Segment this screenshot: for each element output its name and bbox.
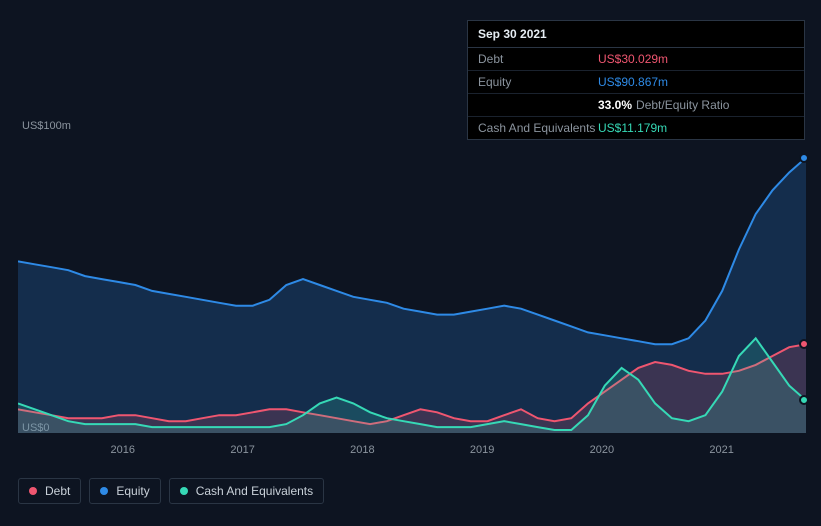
tooltip-ratio-row: 33.0% Debt/Equity Ratio	[468, 94, 804, 117]
tooltip-row-label: Debt	[478, 52, 598, 66]
legend-item-debt[interactable]: Debt	[18, 478, 81, 504]
tooltip-row-value: US$30.029m	[598, 52, 668, 66]
x-axis: 2016 2017 2018 2019 2020 2021	[18, 444, 806, 464]
tooltip-row-label: Cash And Equivalents	[478, 121, 598, 135]
tooltip-ratio-spacer	[478, 98, 598, 112]
chart-plot-area[interactable]	[18, 137, 806, 433]
tooltip-row-value: US$11.179m	[598, 121, 667, 135]
legend-swatch	[100, 487, 108, 495]
x-axis-tick: 2021	[709, 444, 733, 456]
equity-end-marker	[799, 153, 809, 163]
y-axis-max-label: US$100m	[22, 120, 71, 132]
x-axis-tick: 2020	[590, 444, 614, 456]
tooltip-date: Sep 30 2021	[468, 21, 804, 48]
legend-label: Cash And Equivalents	[196, 484, 313, 498]
debt-end-marker	[799, 339, 809, 349]
x-axis-tick: 2019	[470, 444, 494, 456]
tooltip-ratio-label: Debt/Equity Ratio	[636, 98, 729, 112]
legend-label: Equity	[116, 484, 149, 498]
chart-tooltip: Sep 30 2021 DebtUS$30.029mEquityUS$90.86…	[467, 20, 805, 140]
x-axis-tick: 2016	[111, 444, 135, 456]
tooltip-row-value: US$90.867m	[598, 75, 668, 89]
chart-legend: Debt Equity Cash And Equivalents	[18, 478, 324, 504]
tooltip-row: Cash And EquivalentsUS$11.179m	[468, 117, 804, 139]
x-axis-tick: 2018	[350, 444, 374, 456]
tooltip-row: EquityUS$90.867m	[468, 71, 804, 94]
legend-swatch	[29, 487, 37, 495]
tooltip-ratio-pct: 33.0%	[598, 98, 632, 112]
legend-swatch	[180, 487, 188, 495]
x-axis-tick: 2017	[230, 444, 254, 456]
tooltip-row: DebtUS$30.029m	[468, 48, 804, 71]
legend-label: Debt	[45, 484, 70, 498]
legend-item-equity[interactable]: Equity	[89, 478, 160, 504]
tooltip-row-label: Equity	[478, 75, 598, 89]
cash-end-marker	[799, 395, 809, 405]
legend-item-cash-and-equivalents[interactable]: Cash And Equivalents	[169, 478, 324, 504]
